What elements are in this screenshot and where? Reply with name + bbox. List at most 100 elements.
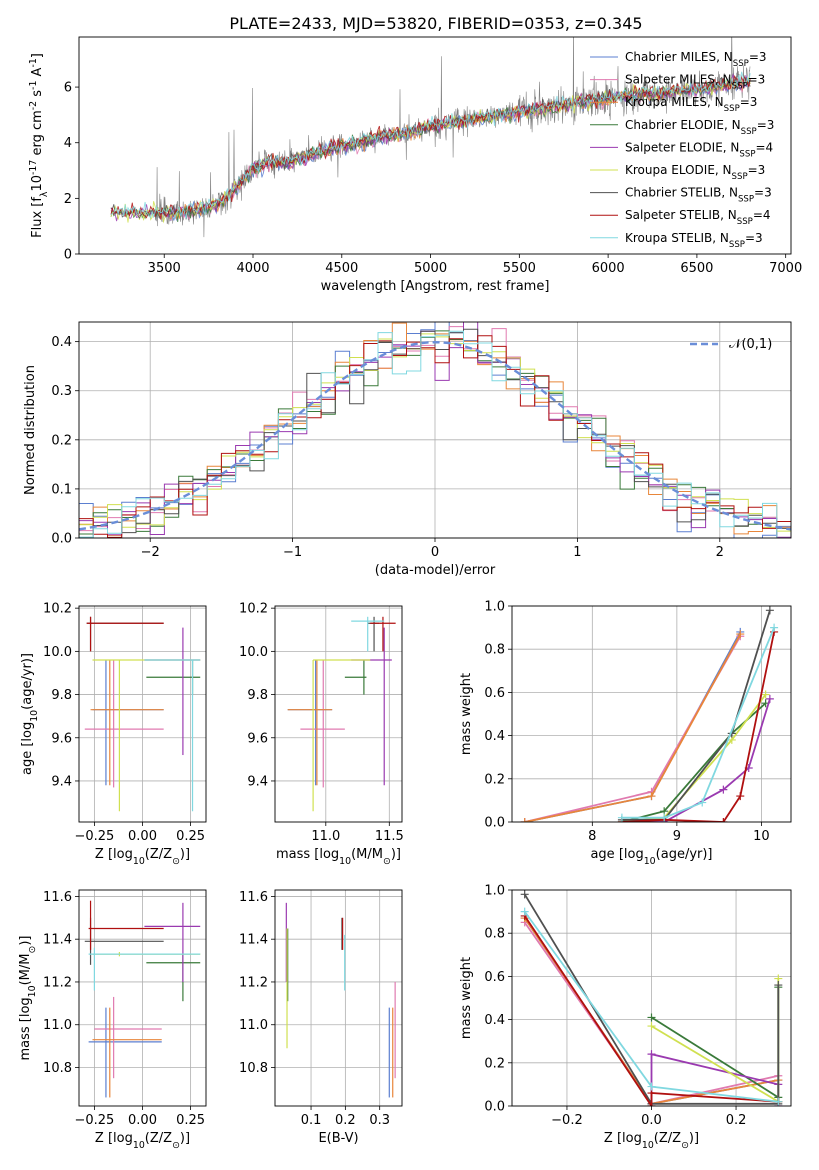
y-tick-label: 11.0 xyxy=(239,1018,268,1033)
weight-marker xyxy=(698,798,707,807)
weight-marker xyxy=(520,890,529,899)
legend-entry: Salpeter STELIB, NSSP=4 xyxy=(625,208,771,227)
y-tick-label: 0.8 xyxy=(484,643,505,658)
y-tick-label: 11.2 xyxy=(239,975,268,990)
weight-marker xyxy=(719,785,728,794)
weight-line xyxy=(524,631,742,822)
y-tick-label: 11.4 xyxy=(239,933,268,948)
legend-entry: Chabrier STELIB, NSSP=3 xyxy=(625,186,772,205)
grid xyxy=(79,890,206,1106)
y-tick-label: 10.0 xyxy=(43,645,72,660)
grid xyxy=(79,606,206,822)
plot-area xyxy=(84,616,201,812)
x-axis-label: Z [log10(Z/Z⊙)] xyxy=(95,1131,190,1151)
axes-frame xyxy=(274,605,403,823)
weight-line xyxy=(523,915,779,1106)
plot-area xyxy=(110,37,751,238)
x-tick-label: 0.25 xyxy=(176,829,205,844)
weight-line xyxy=(524,635,742,822)
x-tick-label: 0.00 xyxy=(128,829,157,844)
y-axis-label: mass weight xyxy=(459,673,474,755)
legend: 𝒩(0,1) xyxy=(690,337,772,352)
y-tick-label: 10.8 xyxy=(43,1061,72,1076)
x-axis-label: wavelength [Angstrom, rest frame] xyxy=(321,279,550,294)
y-tick-label: 0.2 xyxy=(51,433,72,448)
plot-area xyxy=(287,616,396,812)
y-tick-label: 0.1 xyxy=(51,482,72,497)
x-tick-label: 0.3 xyxy=(369,1113,390,1128)
legend-entry: Kroupa MILES, NSSP=3 xyxy=(625,95,757,114)
x-tick-label: 6500 xyxy=(680,261,713,276)
weight-line xyxy=(621,694,767,822)
y-tick-label: 6 xyxy=(64,81,72,96)
legend: Chabrier MILES, NSSP=3 Salpeter MILES, NS… xyxy=(590,50,774,250)
legend-entry: Kroupa ELODIE, NSSP=3 xyxy=(625,163,765,182)
chart-mass_vs_ebv: 0.1 0.2 0.3 10.8 11.0 11.2 11.4 11.6 E(B-V) xyxy=(239,889,403,1146)
y-axis-label: age [log10(age/yr)] xyxy=(20,653,40,775)
y-tick-label: 0.4 xyxy=(51,335,72,350)
weight-marker xyxy=(520,907,529,916)
y-tick-label: 10.2 xyxy=(43,602,72,617)
x-axis-label: mass [log10(M/M⊙)] xyxy=(276,847,401,867)
normal-curve xyxy=(79,340,791,531)
legend-entry: Chabrier ELODIE, NSSP=3 xyxy=(625,118,774,137)
weight-marker xyxy=(736,792,745,801)
axes-frame xyxy=(78,605,207,823)
legend-entry: Salpeter ELODIE, NSSP=4 xyxy=(625,140,773,159)
x-tick-label: 6000 xyxy=(592,261,625,276)
weight-marker xyxy=(761,690,770,699)
x-tick-label: 0.0 xyxy=(641,1113,662,1128)
x-axis-label: Z [log10(Z/Z⊙)] xyxy=(95,847,190,867)
weight-marker xyxy=(617,813,626,822)
weight-marker xyxy=(647,1013,656,1022)
axes-frame xyxy=(78,889,207,1107)
chart-age_vs_Z: −0.25 0.00 0.25 9.4 9.6 9.8 10.0 10.2 Z [log10(Z… xyxy=(20,602,207,867)
plot-area xyxy=(79,322,791,538)
x-tick-label: −0.2 xyxy=(551,1113,583,1128)
y-tick-label: 0.6 xyxy=(484,970,505,985)
y-tick-label: 0.0 xyxy=(484,1100,505,1115)
histogram-step xyxy=(79,328,791,538)
weight-marker xyxy=(647,792,656,801)
x-tick-label: −2 xyxy=(141,545,160,560)
y-axis-label: Normed distribution xyxy=(23,365,38,495)
x-tick-label: 4500 xyxy=(325,261,358,276)
x-tick-label: 0.00 xyxy=(128,1113,157,1128)
y-tick-label: 9.8 xyxy=(51,688,72,703)
x-tick-label: 0 xyxy=(431,545,439,560)
y-tick-label: 10.2 xyxy=(239,602,268,617)
x-tick-label: 3500 xyxy=(148,261,181,276)
x-tick-label: 4000 xyxy=(236,261,269,276)
figure-title: PLATE=2433, MJD=53820, FIBERID=0353, z=0… xyxy=(229,14,642,33)
y-axis-label: mass [log10(M/M⊙)] xyxy=(18,935,38,1060)
weight-marker xyxy=(647,1050,656,1059)
axes-frame xyxy=(274,889,403,1107)
x-tick-label: 10 xyxy=(753,829,770,844)
y-axis-label: mass weight xyxy=(459,957,474,1039)
plot-area xyxy=(84,900,201,1098)
x-axis-label: (data-model)/error xyxy=(375,563,496,578)
x-tick-label: −1 xyxy=(283,545,302,560)
x-tick-label: 5500 xyxy=(503,261,536,276)
weight-marker xyxy=(647,1102,656,1106)
y-tick-label: 0.6 xyxy=(484,686,505,701)
y-tick-label: 0.4 xyxy=(484,729,505,744)
y-tick-label: 9.6 xyxy=(247,731,268,746)
y-tick-label: 2 xyxy=(64,192,72,207)
plot-area xyxy=(520,606,779,822)
legend-entry: Kroupa STELIB, NSSP=3 xyxy=(625,231,763,250)
y-tick-label: 4 xyxy=(64,136,72,151)
y-tick-label: 11.6 xyxy=(239,890,268,905)
y-tick-label: 0 xyxy=(64,248,72,263)
chart-residuals: −2 −1 0 1 2 0.0 0.1 0.2 0.3 0.4 (data-model)/error… xyxy=(23,321,792,578)
x-tick-label: 11.0 xyxy=(311,829,340,844)
x-tick-label: 1 xyxy=(573,545,581,560)
y-tick-label: 9.6 xyxy=(51,731,72,746)
weight-marker xyxy=(765,694,774,703)
weight-marker xyxy=(774,981,783,990)
x-tick-label: −0.25 xyxy=(74,1113,114,1128)
weight-line xyxy=(621,627,775,819)
y-tick-label: 1.0 xyxy=(484,884,505,899)
weight-marker xyxy=(770,623,779,632)
x-axis-label: Z [log10(Z/Z⊙)] xyxy=(604,1131,699,1151)
